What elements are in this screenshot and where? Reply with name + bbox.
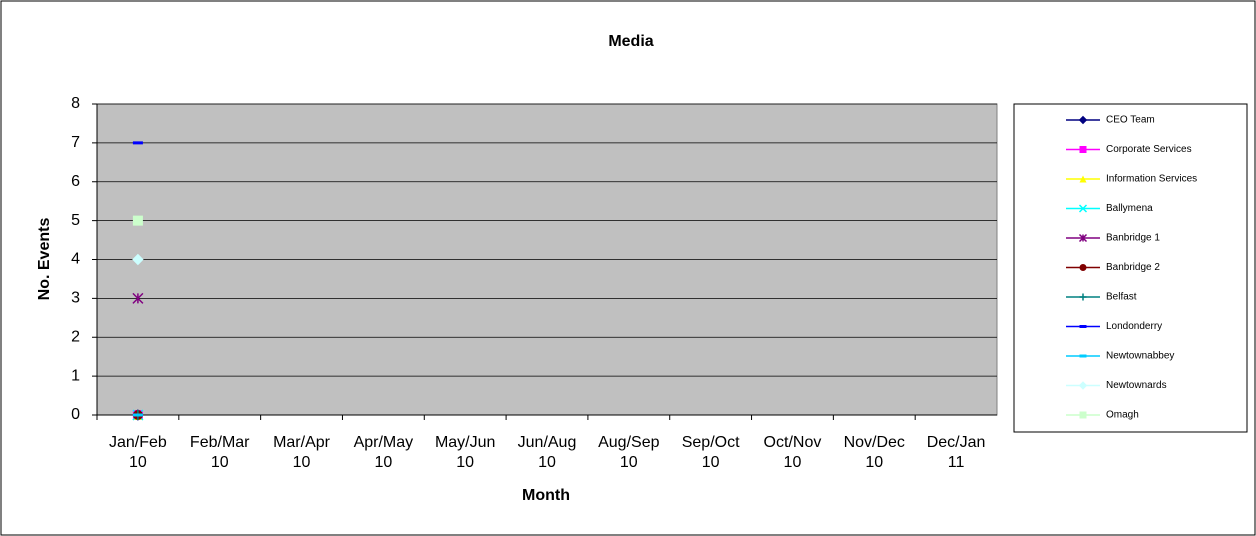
x-tick-label: Oct/Nov 10: [763, 434, 822, 471]
marker: [132, 215, 143, 226]
legend-label: Information Services: [1106, 174, 1197, 185]
marker: [132, 253, 144, 266]
x-tick-label: Jan/Feb 10: [109, 434, 167, 471]
legend-marker: [1079, 264, 1087, 271]
legend-marker: [1079, 175, 1087, 183]
legend-box: [1013, 103, 1248, 433]
legend-marker: [1078, 115, 1088, 125]
y-axis-title: No. Events: [36, 218, 53, 301]
marker: [132, 141, 143, 145]
y-tick-label: 3: [71, 290, 80, 307]
y-tick-label: 8: [71, 95, 80, 112]
y-tick-label: 2: [71, 328, 80, 345]
marker: [132, 292, 144, 304]
legend-marker: [1078, 204, 1088, 213]
x-tick-label: Jun/Aug 10: [517, 434, 577, 471]
x-tick-label: Mar/Apr 10: [273, 434, 330, 471]
legend-marker: [1079, 354, 1087, 358]
legend-label: Omagh: [1106, 410, 1139, 421]
legend-label: Newtownards: [1106, 380, 1167, 391]
legend-label: Banbridge 2: [1106, 262, 1160, 273]
x-tick-label: Apr/May 10: [353, 434, 414, 471]
marker: [132, 413, 143, 417]
y-tick-label: 5: [71, 212, 80, 229]
legend-marker: [1079, 146, 1087, 153]
legend-label: Belfast: [1106, 292, 1137, 303]
x-tick-label: Nov/Dec 10: [843, 434, 905, 471]
y-tick-label: 7: [71, 134, 80, 151]
legend-marker: [1078, 381, 1088, 390]
legend-label: Banbridge 1: [1106, 233, 1160, 244]
x-axis-title: Month: [522, 487, 570, 504]
legend-label: Ballymena: [1106, 203, 1153, 214]
y-tick-label: 1: [71, 367, 80, 384]
x-tick-label: Sep/Oct 10: [681, 434, 740, 471]
legend-label: Corporate Services: [1106, 144, 1192, 155]
y-tick-label: 6: [71, 173, 80, 190]
x-tick-label: Feb/Mar 10: [189, 434, 250, 471]
x-tick-label: Dec/Jan 11: [926, 434, 986, 471]
legend-label: Londonderry: [1106, 321, 1162, 332]
x-tick-label: Aug/Sep 10: [598, 434, 660, 471]
x-tick-label: May/Jun 10: [434, 434, 496, 471]
y-tick-label: 0: [71, 406, 80, 423]
legend-marker: [1079, 325, 1087, 328]
legend-marker: [1078, 233, 1088, 243]
chart-title: Media: [608, 33, 653, 50]
legend-marker: [1079, 293, 1087, 301]
legend-label: Newtownabbey: [1106, 351, 1174, 362]
legend-label: CEO Team: [1106, 115, 1155, 126]
y-tick-label: 4: [71, 251, 80, 268]
legend-marker: [1079, 411, 1087, 419]
